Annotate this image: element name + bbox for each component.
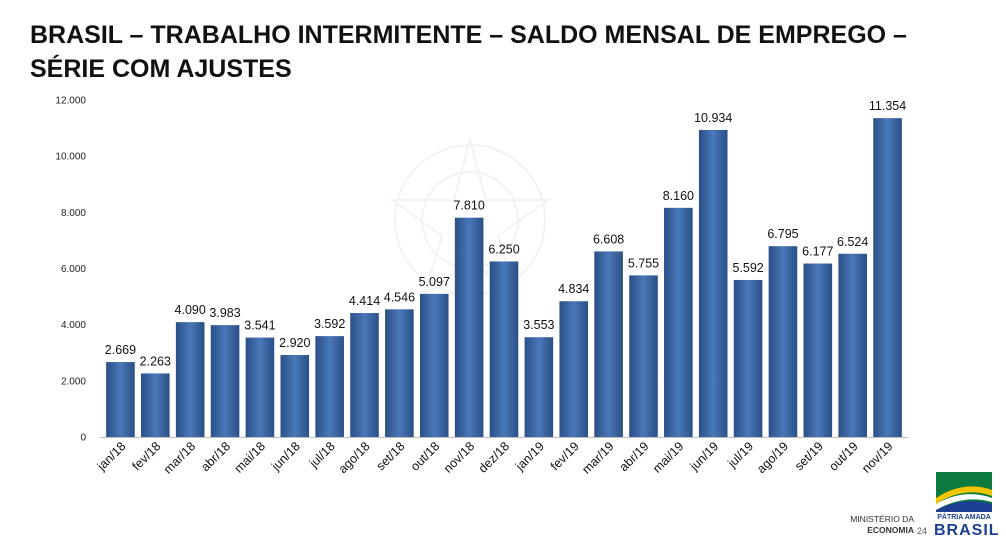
x-tick-label: jan/18 (94, 439, 129, 474)
ministry-label: MINISTÉRIO DA ECONOMIA (842, 514, 914, 536)
x-tick-label: jul/18 (306, 439, 338, 471)
data-label: 7.810 (453, 199, 484, 213)
bar (768, 246, 798, 437)
data-label: 4.414 (349, 294, 380, 308)
data-label: 6.177 (802, 245, 833, 259)
ministry-line1: MINISTÉRIO DA (850, 514, 914, 524)
data-label: 2.669 (105, 343, 136, 357)
y-tick-label: 2.000 (61, 376, 86, 387)
x-tick-label: mai/18 (232, 439, 268, 475)
page-number: 24 (917, 526, 928, 536)
bar (350, 313, 379, 437)
data-label: 3.553 (523, 318, 554, 332)
x-tick-label: jan/19 (512, 439, 547, 474)
x-tick-label: nov/18 (441, 439, 477, 475)
bar (419, 293, 449, 437)
y-tick-label: 8.000 (61, 208, 86, 219)
bar (733, 279, 763, 437)
x-tick-label: abr/18 (198, 439, 233, 474)
bar (594, 251, 623, 437)
x-tick-label: nov/19 (859, 439, 895, 475)
bar (280, 354, 310, 437)
data-label: 8.160 (663, 189, 694, 203)
flag-icon (936, 472, 992, 512)
bar (559, 301, 589, 437)
data-label: 5.592 (732, 261, 763, 275)
x-tick-label: jun/18 (268, 439, 303, 474)
data-label: 4.834 (558, 282, 589, 296)
bar (106, 362, 135, 437)
x-tick-label: ago/18 (336, 439, 373, 476)
bar (210, 325, 240, 437)
x-tick-label: fev/18 (129, 439, 163, 473)
y-tick-label: 4.000 (61, 320, 86, 331)
x-tick-label: out/18 (408, 439, 443, 474)
x-tick-label: out/19 (826, 439, 861, 474)
data-label: 3.983 (209, 306, 240, 320)
y-tick-label: 6.000 (61, 264, 86, 275)
chart-title: BRASIL – TRABALHO INTERMITENTE – SALDO M… (30, 21, 907, 83)
x-tick-label: jun/19 (687, 439, 722, 474)
y-tick-label: 10.000 (55, 152, 86, 163)
data-label: 11.354 (869, 99, 906, 113)
data-label: 5.755 (628, 256, 659, 270)
bar (873, 118, 902, 437)
x-tick-label: mar/19 (579, 439, 616, 476)
bar (315, 336, 344, 437)
x-tick-label: dez/18 (476, 439, 512, 475)
bar (838, 253, 867, 437)
x-tick-label: mai/19 (650, 439, 686, 475)
ministry-line2: ECONOMIA (867, 525, 914, 535)
bar (698, 129, 728, 437)
data-label: 10.934 (694, 111, 732, 125)
data-label: 5.097 (419, 275, 450, 289)
x-tick-label: ago/19 (754, 439, 791, 476)
bar (454, 217, 484, 437)
x-tick-label: jul/19 (724, 439, 756, 471)
data-label: 3.541 (244, 319, 275, 333)
y-tick-label: 0 (80, 433, 86, 444)
logo-text-line1: PÁTRIA AMADA (937, 514, 991, 521)
bar (524, 337, 554, 437)
x-tick-label: mar/18 (161, 439, 198, 476)
bar (664, 207, 693, 437)
bar (489, 261, 519, 437)
y-tick-label: 12.000 (55, 96, 86, 107)
patria-amada-brasil-logo: PÁTRIA AMADA BRASIL (934, 472, 1000, 552)
data-label: 2.920 (279, 336, 310, 350)
data-label: 6.795 (767, 227, 798, 241)
bar (141, 373, 170, 437)
x-tick-label: abr/19 (617, 439, 652, 474)
data-label: 4.090 (175, 303, 206, 317)
x-tick-label: set/18 (374, 439, 408, 473)
footer: MINISTÉRIO DA ECONOMIA 24 PÁTRIA AMADA B… (842, 472, 1006, 554)
data-label: 2.263 (140, 354, 171, 368)
bar (245, 337, 275, 437)
data-label: 6.524 (837, 235, 868, 249)
bar (385, 309, 414, 437)
data-label: 6.250 (488, 242, 519, 256)
bar (175, 322, 205, 437)
x-tick-label: set/19 (792, 439, 826, 473)
bar (803, 263, 833, 437)
data-label: 3.592 (314, 317, 345, 331)
x-tick-label: fev/19 (548, 439, 582, 473)
logo-text-line2: BRASIL (934, 522, 1000, 539)
data-label: 6.608 (593, 232, 624, 246)
data-label: 4.546 (384, 290, 415, 304)
bar (629, 275, 658, 437)
